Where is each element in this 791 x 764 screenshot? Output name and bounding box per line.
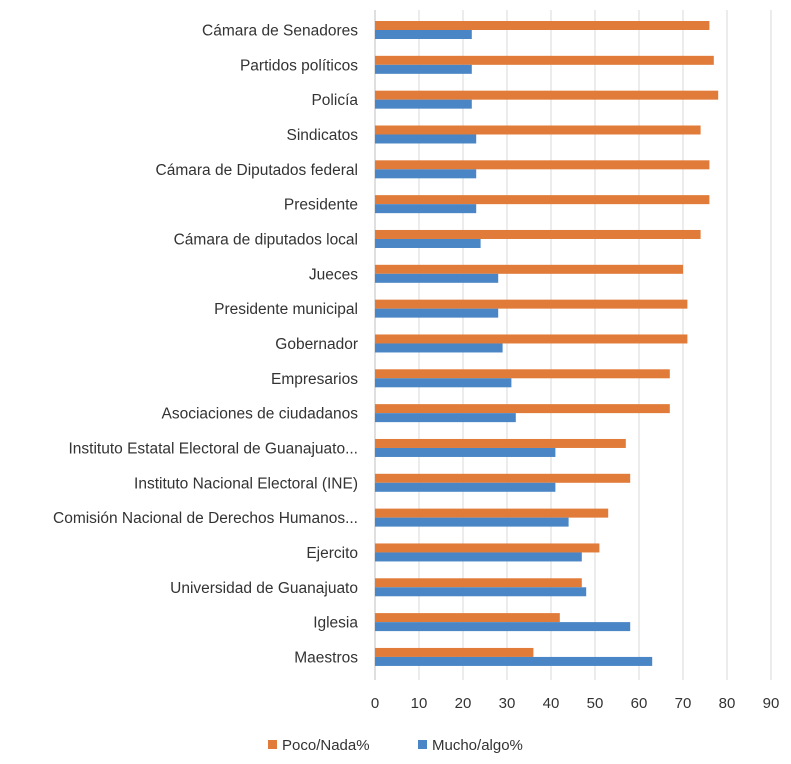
bar-mucho-algo-4 — [375, 169, 477, 179]
bar-poco-nada-9 — [375, 334, 688, 344]
legend-swatch-0 — [268, 740, 277, 749]
bars — [375, 21, 719, 666]
category-labels: Cámara de Senadores Partidos políticos Pol… — [53, 23, 358, 667]
category-label: Sindicatos — [286, 127, 358, 144]
category-label: Comisión Nacional de Derechos Humanos... — [53, 510, 358, 527]
bar-mucho-algo-5 — [375, 204, 477, 214]
bar-mucho-algo-6 — [375, 238, 481, 248]
x-tick-label-70: 70 — [675, 695, 692, 712]
bar-mucho-algo-2 — [375, 99, 472, 109]
category-label: Presidente — [284, 197, 358, 214]
bar-mucho-algo-1 — [375, 64, 472, 74]
bar-poco-nada-14 — [375, 508, 609, 518]
category-label: Iglesia — [313, 615, 358, 632]
category-label: Gobernador — [275, 336, 358, 353]
bar-poco-nada-13 — [375, 473, 631, 483]
bar-mucho-algo-15 — [375, 552, 582, 562]
legend-label-0: Poco/Nada% — [282, 737, 370, 754]
category-label: Cámara de diputados local — [174, 231, 358, 248]
bar-poco-nada-16 — [375, 578, 582, 588]
bar-mucho-algo-17 — [375, 622, 631, 632]
bar-poco-nada-6 — [375, 229, 701, 239]
x-tick-label-80: 80 — [719, 695, 736, 712]
category-label: Jueces — [309, 266, 358, 283]
category-label: Empresarios — [271, 371, 358, 388]
bar-poco-nada-1 — [375, 55, 714, 65]
bar-poco-nada-3 — [375, 125, 701, 135]
bar-poco-nada-4 — [375, 160, 710, 170]
category-label: Universidad de Guanajuato — [170, 580, 358, 597]
bar-mucho-algo-7 — [375, 273, 499, 283]
x-tick-label-10: 10 — [411, 695, 428, 712]
category-label: Maestros — [294, 649, 358, 666]
bar-poco-nada-10 — [375, 369, 670, 379]
category-label: Partidos políticos — [240, 57, 358, 74]
bar-mucho-algo-0 — [375, 30, 472, 39]
x-tick-label-90: 90 — [763, 695, 780, 712]
bar-mucho-algo-9 — [375, 343, 503, 353]
category-label: Instituto Nacional Electoral (INE) — [134, 475, 358, 492]
x-axis-tick-labels: 0 10 20 30 40 50 60 70 80 90 — [371, 695, 780, 712]
bar-mucho-algo-14 — [375, 517, 569, 527]
bar-poco-nada-12 — [375, 438, 626, 448]
legend-label-1: Mucho/algo% — [432, 737, 523, 754]
category-label: Cámara de Diputados federal — [156, 162, 358, 179]
category-label: Cámara de Senadores — [202, 23, 358, 40]
bar-poco-nada-11 — [375, 404, 670, 414]
bar-mucho-algo-13 — [375, 482, 556, 492]
category-label: Instituto Estatal Electoral de Guanajuat… — [68, 440, 358, 457]
bar-mucho-algo-3 — [375, 134, 477, 144]
x-tick-label-20: 20 — [455, 695, 472, 712]
bar-poco-nada-18 — [375, 647, 534, 657]
bar-poco-nada-7 — [375, 264, 683, 274]
legend-swatch-1 — [418, 740, 427, 749]
x-tick-label-40: 40 — [543, 695, 560, 712]
bar-poco-nada-2 — [375, 90, 719, 100]
x-tick-label-50: 50 — [587, 695, 604, 712]
bar-poco-nada-17 — [375, 613, 560, 623]
x-tick-label-30: 30 — [499, 695, 516, 712]
x-tick-label-0: 0 — [371, 695, 379, 712]
x-tick-label-60: 60 — [631, 695, 648, 712]
bar-mucho-algo-16 — [375, 587, 587, 597]
bar-poco-nada-8 — [375, 299, 688, 309]
bar-mucho-algo-11 — [375, 413, 516, 423]
category-label: Asociaciones de ciudadanos — [162, 406, 359, 423]
bar-mucho-algo-12 — [375, 447, 556, 457]
category-label: Ejercito — [306, 545, 358, 562]
bar-mucho-algo-10 — [375, 378, 512, 388]
bar-mucho-algo-8 — [375, 308, 499, 318]
bar-mucho-algo-18 — [375, 656, 653, 666]
bar-poco-nada-0 — [375, 21, 710, 30]
category-label: Presidente municipal — [214, 301, 358, 318]
legend: Poco/Nada% Mucho/algo% — [268, 737, 523, 754]
bar-poco-nada-5 — [375, 195, 710, 205]
category-label: Policía — [311, 92, 358, 109]
bar-poco-nada-15 — [375, 543, 600, 553]
gridlines — [374, 10, 772, 680]
